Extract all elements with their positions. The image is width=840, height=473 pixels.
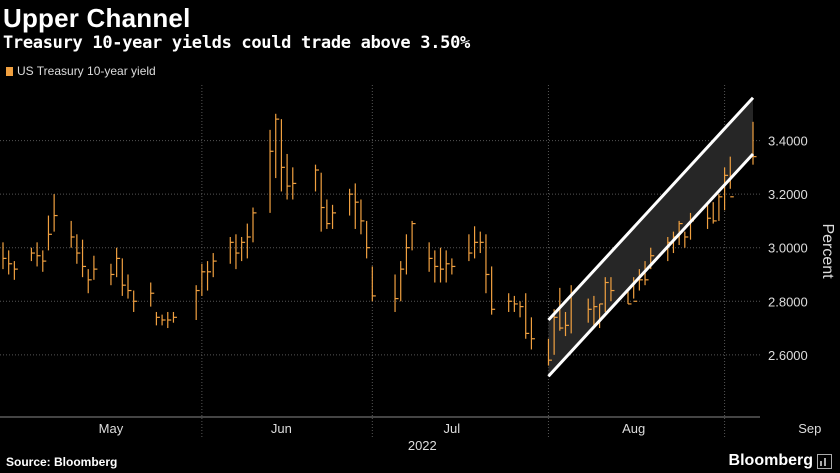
legend-swatch [6,66,13,76]
y-tick-label: 3.2000 [768,187,808,202]
x-tick-label: Jul [444,421,461,436]
x-tick-label: Jun [271,421,292,436]
x-tick-label: Sep [798,421,821,436]
x-axis-label: 2022 [408,438,437,453]
channel-line-upper [547,96,755,322]
chart-subtitle: Treasury 10-year yields could trade abov… [3,33,470,53]
channel-band [548,97,753,377]
y-tick-label: 2.6000 [768,348,808,363]
y-tick-label: 2.8000 [768,294,808,309]
x-tick-label: May [99,421,124,436]
y-tick-label: 3.4000 [768,134,808,149]
y-axis-label: Percent [819,223,836,279]
channel-line-lower [547,152,755,378]
source-note: Source: Bloomberg [6,455,118,469]
brand-logo: Bloomberg [729,452,832,470]
x-tick-label: Aug [622,421,645,436]
bar-chart-icon [817,453,832,469]
chart-title: Upper Channel [3,3,191,33]
legend-label: US Treasury 10-year yield [17,64,156,78]
brand-label: Bloomberg [728,452,813,469]
y-tick-label: 3.0000 [768,241,808,256]
legend: US Treasury 10-year yield [6,64,156,78]
